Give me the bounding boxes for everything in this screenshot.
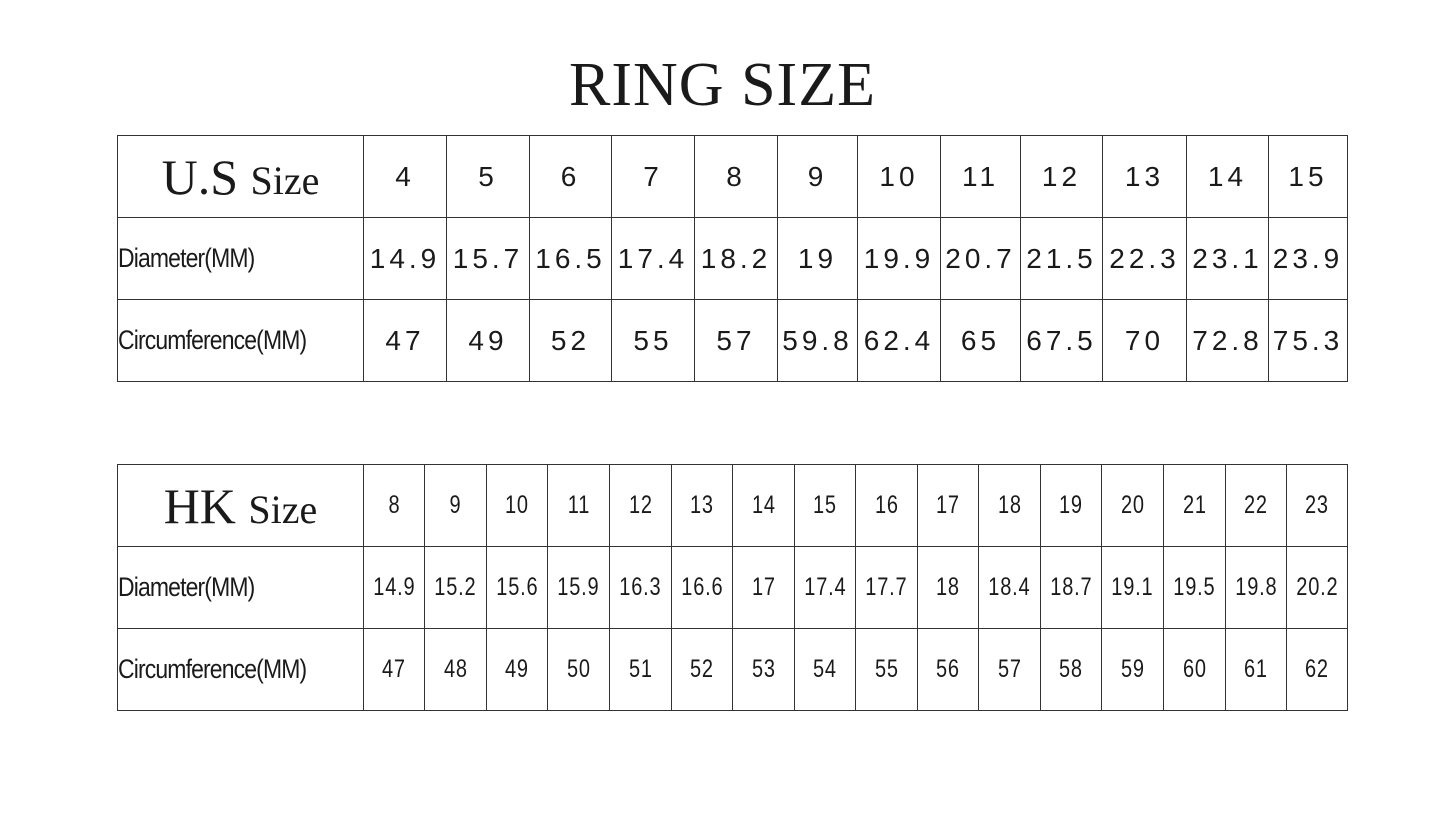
diameter-cell: 19.8 (1225, 546, 1287, 629)
diameter-label: Diameter(MM) (117, 546, 364, 629)
circumference-cell: 56 (917, 628, 979, 711)
table-row: U.S Size 4 5 6 7 8 9 10 11 12 13 14 15 (117, 135, 1348, 218)
circumference-cell: 49 (446, 299, 530, 382)
diameter-cell: 15.7 (446, 217, 530, 300)
diameter-cell: 19 (777, 217, 858, 300)
diameter-cell: 22.3 (1102, 217, 1187, 300)
size-cell: 21 (1163, 464, 1226, 547)
diameter-cell: 14.9 (363, 546, 425, 629)
hk-size-table: HK Size 8 9 10 11 12 13 14 15 16 17 18 19 20 21 22 23 Di… (117, 464, 1348, 711)
table-row: Diameter(MM) 14.9 15.2 15.6 15.9 16.3 16.6 17 17… (117, 546, 1348, 629)
diameter-cell: 18.4 (978, 546, 1041, 629)
table-row: Diameter(MM) 14.9 15.7 16.5 17.4 18.2 19 19.9 20… (117, 217, 1348, 300)
size-cell: 19 (1040, 464, 1102, 547)
diameter-cell: 23.1 (1186, 217, 1269, 300)
size-cell: 23 (1286, 464, 1348, 547)
size-cell: 12 (1020, 135, 1103, 218)
size-cell: 8 (363, 464, 425, 547)
diameter-cell: 16.5 (529, 217, 612, 300)
size-cell: 9 (777, 135, 858, 218)
circumference-cell: 57 (978, 628, 1041, 711)
size-cell: 16 (855, 464, 918, 547)
circumference-cell: 48 (424, 628, 487, 711)
size-cell: 14 (1186, 135, 1269, 218)
circumference-cell: 52 (671, 628, 733, 711)
circumference-label: Circumference(MM) (117, 628, 364, 711)
circumference-cell: 62 (1286, 628, 1348, 711)
circumference-cell: 57 (694, 299, 778, 382)
diameter-cell: 17 (732, 546, 795, 629)
circumference-cell: 67.5 (1020, 299, 1103, 382)
circumference-cell: 47 (363, 628, 425, 711)
diameter-cell: 23.9 (1268, 217, 1348, 300)
circumference-label: Circumference(MM) (117, 299, 364, 382)
circumference-cell: 61 (1225, 628, 1287, 711)
diameter-cell: 20.2 (1286, 546, 1348, 629)
diameter-cell: 14.9 (363, 217, 447, 300)
table-row: Circumference(MM) 47 49 52 55 57 59.8 62.4 65 67.… (117, 299, 1348, 382)
circumference-cell: 58 (1040, 628, 1102, 711)
size-cell: 8 (694, 135, 778, 218)
diameter-cell: 15.9 (547, 546, 610, 629)
diameter-cell: 19.1 (1101, 546, 1164, 629)
circumference-cell: 59.8 (777, 299, 858, 382)
size-cell: 5 (446, 135, 530, 218)
circumference-cell: 54 (794, 628, 856, 711)
hk-size-header: HK Size (117, 464, 364, 547)
size-cell: 10 (857, 135, 941, 218)
circumference-cell: 49 (486, 628, 548, 711)
size-cell: 13 (1102, 135, 1187, 218)
size-cell: 15 (1268, 135, 1348, 218)
size-cell: 20 (1101, 464, 1164, 547)
circumference-cell: 65 (940, 299, 1021, 382)
diameter-cell: 17.7 (855, 546, 918, 629)
diameter-cell: 21.5 (1020, 217, 1103, 300)
size-cell: 10 (486, 464, 548, 547)
table-row: HK Size 8 9 10 11 12 13 14 15 16 17 18 19 20 21 22 23 (117, 464, 1348, 547)
diameter-cell: 16.6 (671, 546, 733, 629)
us-size-table: U.S Size 4 5 6 7 8 9 10 11 12 13 14 15 Diameter(MM) 1… (117, 135, 1348, 382)
circumference-cell: 47 (363, 299, 447, 382)
size-cell: 14 (732, 464, 795, 547)
diameter-cell: 16.3 (609, 546, 672, 629)
circumference-cell: 53 (732, 628, 795, 711)
circumference-cell: 70 (1102, 299, 1187, 382)
size-cell: 22 (1225, 464, 1287, 547)
diameter-cell: 18.7 (1040, 546, 1102, 629)
diameter-cell: 19.9 (857, 217, 941, 300)
diameter-cell: 15.2 (424, 546, 487, 629)
page-title: RING SIZE (569, 51, 876, 119)
circumference-cell: 50 (547, 628, 610, 711)
diameter-cell: 17.4 (611, 217, 695, 300)
size-cell: 17 (917, 464, 979, 547)
size-cell: 13 (671, 464, 733, 547)
diameter-cell: 18.2 (694, 217, 778, 300)
diameter-cell: 15.6 (486, 546, 548, 629)
size-cell: 11 (547, 464, 610, 547)
size-cell: 7 (611, 135, 695, 218)
size-cell: 11 (940, 135, 1021, 218)
circumference-cell: 62.4 (857, 299, 941, 382)
size-cell: 12 (609, 464, 672, 547)
size-cell: 4 (363, 135, 447, 218)
diameter-cell: 17.4 (794, 546, 856, 629)
circumference-cell: 55 (611, 299, 695, 382)
size-cell: 9 (424, 464, 487, 547)
circumference-cell: 51 (609, 628, 672, 711)
circumference-cell: 59 (1101, 628, 1164, 711)
size-cell: 18 (978, 464, 1041, 547)
circumference-cell: 72.8 (1186, 299, 1269, 382)
circumference-cell: 60 (1163, 628, 1226, 711)
diameter-cell: 18 (917, 546, 979, 629)
table-row: Circumference(MM) 47 48 49 50 51 52 53 54 55 56 57 5… (117, 628, 1348, 711)
circumference-cell: 55 (855, 628, 918, 711)
diameter-cell: 19.5 (1163, 546, 1226, 629)
us-size-header: U.S Size (117, 135, 364, 218)
diameter-cell: 20.7 (940, 217, 1021, 300)
size-cell: 15 (794, 464, 856, 547)
circumference-cell: 75.3 (1268, 299, 1348, 382)
circumference-cell: 52 (529, 299, 612, 382)
diameter-label: Diameter(MM) (117, 217, 364, 300)
size-cell: 6 (529, 135, 612, 218)
